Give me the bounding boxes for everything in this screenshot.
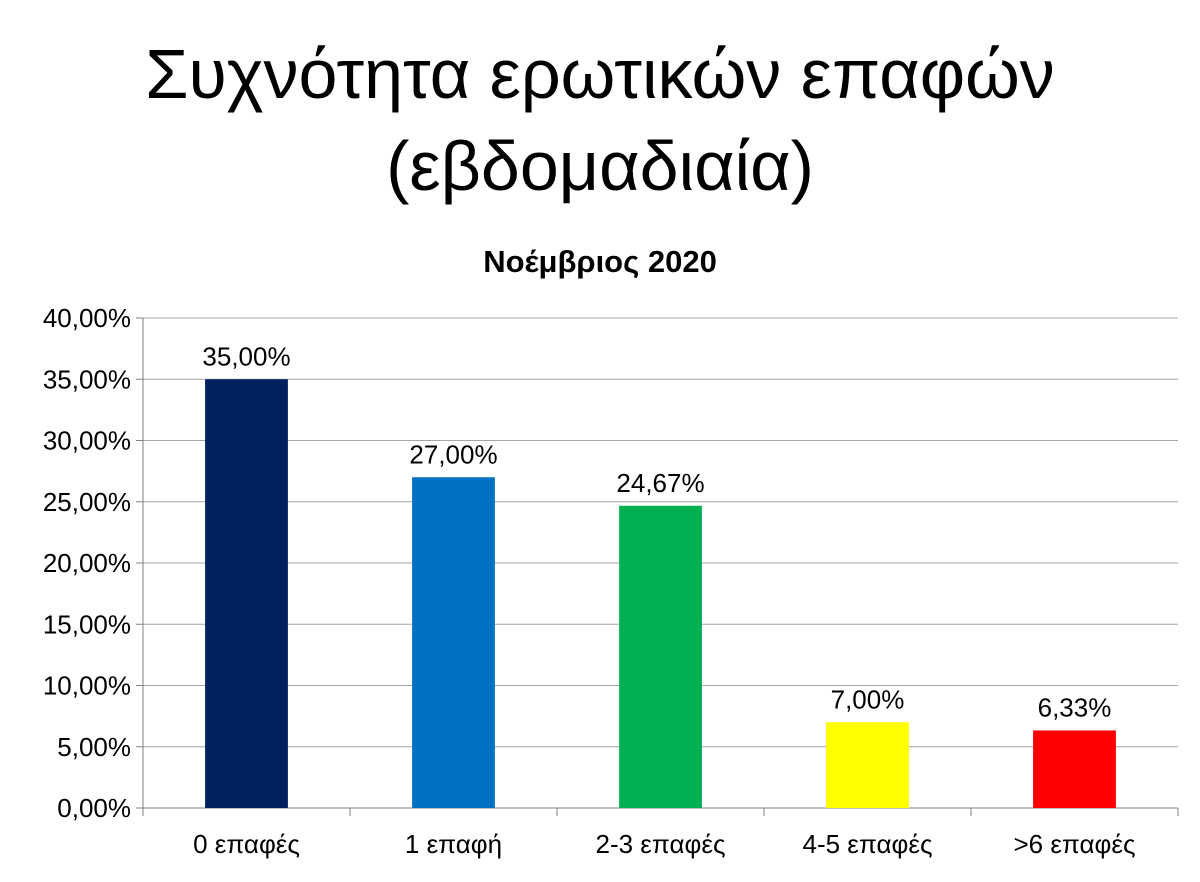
y-tick-label: 40,00% [43,303,131,333]
x-tick-label: 4-5 επαφές [803,829,933,859]
data-label: 6,33% [1038,692,1112,722]
slide-title: Συχνότητα ερωτικών επαφών (εβδομαδιαία) [0,28,1200,212]
data-label: 27,00% [409,439,497,469]
data-label: 7,00% [831,684,905,714]
slide-title-line-2: (εβδομαδιαία) [386,127,814,205]
y-tick-label: 5,00% [57,732,131,762]
bar [205,379,288,808]
bar-chart: Νοέμβριος 2020 0,00% 5,00% 10,00% 15,00% 20,… [43,244,1179,859]
chart-area: Νοέμβριος 2020 0,00% 5,00% 10,00% 15,00% 20,… [0,230,1200,882]
x-axis-ticks: 0 επαφές 1 επαφή 2-3 επαφές 4-5 επαφές >6 επ… [193,829,1135,859]
y-tick-label: 10,00% [43,671,131,701]
y-tick-label: 15,00% [43,609,131,639]
y-tick-label: 0,00% [57,793,131,823]
slide-title-line-1: Συχνότητα ερωτικών επαφών [145,35,1055,113]
y-axis-ticks: 0,00% 5,00% 10,00% 15,00% 20,00% 25,00% 30,00%… [43,303,131,823]
x-tick-label: 0 επαφές [193,829,300,859]
bar [826,722,909,808]
data-label: 35,00% [202,341,290,371]
y-tick-label: 30,00% [43,426,131,456]
y-tick-label: 25,00% [43,487,131,517]
bar [412,477,495,808]
data-label: 24,67% [616,468,704,498]
x-tick-label: 1 επαφή [405,829,502,859]
data-labels: 35,00% 27,00% 24,67% 7,00% 6,33% [202,341,1111,722]
chart-title: Νοέμβριος 2020 [483,244,717,279]
bar [1033,730,1116,808]
y-tick-label: 20,00% [43,548,131,578]
y-tick-label: 35,00% [43,364,131,394]
bar [619,505,702,808]
x-tick-label: >6 επαφές [1013,829,1135,859]
x-tick-label: 2-3 επαφές [596,829,726,859]
bars [205,379,1116,808]
